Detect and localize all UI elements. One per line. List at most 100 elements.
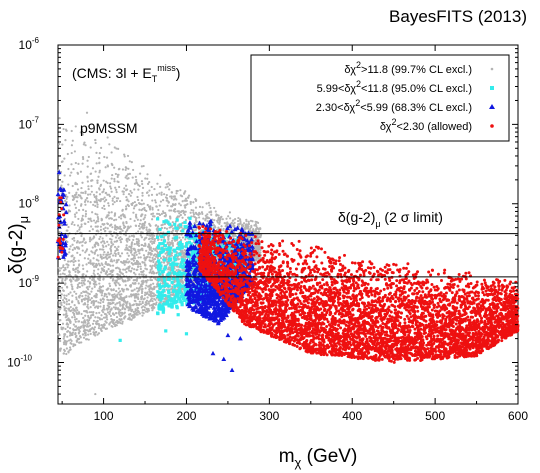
data-point — [125, 304, 128, 308]
data-point — [64, 268, 67, 271]
data-point — [128, 260, 131, 263]
data-point — [94, 316, 97, 319]
data-point — [91, 246, 94, 249]
data-point — [121, 305, 125, 309]
data-point — [132, 211, 135, 214]
data-point — [127, 265, 130, 269]
data-point — [84, 212, 88, 216]
data-point — [89, 193, 92, 196]
data-point — [67, 351, 70, 354]
data-point — [138, 208, 141, 211]
data-point — [146, 296, 149, 299]
data-point — [57, 266, 60, 270]
data-point — [96, 333, 99, 336]
data-point — [134, 175, 137, 179]
data-point — [100, 328, 103, 332]
data-point — [107, 202, 110, 205]
data-point — [168, 209, 171, 212]
data-point — [62, 298, 65, 302]
data-point — [182, 256, 185, 259]
data-point — [105, 245, 108, 248]
data-point — [115, 259, 119, 262]
data-point — [71, 316, 74, 319]
data-point — [75, 200, 79, 203]
data-point — [66, 318, 70, 321]
data-point — [96, 254, 99, 257]
data-point — [87, 299, 90, 302]
data-point — [58, 269, 61, 272]
data-point — [216, 219, 219, 222]
data-point — [87, 292, 90, 295]
data-point — [92, 235, 96, 238]
data-point — [117, 147, 120, 150]
data-point — [109, 187, 113, 190]
data-point — [124, 216, 127, 219]
data-point — [122, 222, 125, 225]
data-point — [70, 171, 73, 174]
data-point — [145, 268, 149, 271]
data-point — [88, 240, 92, 243]
data-point — [76, 240, 79, 243]
data-point — [246, 227, 250, 230]
data-point — [167, 238, 170, 241]
data-point — [63, 294, 66, 297]
data-point — [161, 308, 166, 312]
data-point — [64, 316, 67, 319]
data-point — [160, 224, 163, 227]
data-point — [60, 184, 63, 187]
data-point — [225, 217, 228, 220]
data-point — [123, 317, 126, 320]
data-point — [73, 290, 76, 293]
data-point — [107, 268, 110, 271]
data-point — [130, 234, 134, 237]
data-point — [133, 200, 136, 204]
data-point — [91, 211, 94, 214]
data-point — [69, 174, 72, 177]
data-point — [124, 205, 128, 208]
data-point — [88, 253, 91, 256]
data-point — [141, 311, 144, 314]
data-point — [110, 217, 113, 220]
data-point — [87, 185, 90, 188]
data-point — [151, 208, 154, 211]
data-point — [110, 211, 113, 214]
data-point — [137, 248, 140, 251]
data-point — [69, 327, 72, 330]
data-point — [118, 216, 121, 219]
data-point — [221, 244, 225, 248]
data-point — [213, 206, 216, 210]
data-point — [97, 220, 100, 223]
data-point — [65, 340, 69, 343]
data-point — [173, 239, 177, 242]
data-point — [96, 216, 99, 219]
data-point — [150, 266, 153, 269]
data-point — [119, 230, 122, 234]
data-point — [135, 279, 138, 282]
data-point — [96, 322, 99, 325]
data-point — [98, 282, 101, 285]
data-point — [161, 199, 165, 202]
data-point — [130, 267, 134, 270]
data-point — [95, 248, 98, 252]
data-point — [123, 155, 126, 158]
data-point — [221, 218, 224, 221]
data-point — [141, 213, 144, 216]
data-point — [98, 311, 101, 314]
data-point — [150, 240, 153, 243]
data-point — [71, 255, 74, 258]
data-point — [126, 188, 129, 191]
data-point — [159, 200, 163, 203]
data-point — [248, 236, 252, 239]
data-point — [173, 236, 177, 240]
data-point — [100, 271, 103, 274]
data-point — [103, 292, 107, 295]
data-point — [76, 172, 80, 175]
data-point — [175, 306, 179, 310]
data-point — [184, 244, 188, 249]
data-point — [180, 195, 184, 198]
data-point — [144, 259, 147, 262]
data-point — [112, 288, 115, 291]
data-point — [109, 245, 113, 249]
data-point — [105, 314, 108, 317]
data-point — [165, 197, 169, 200]
